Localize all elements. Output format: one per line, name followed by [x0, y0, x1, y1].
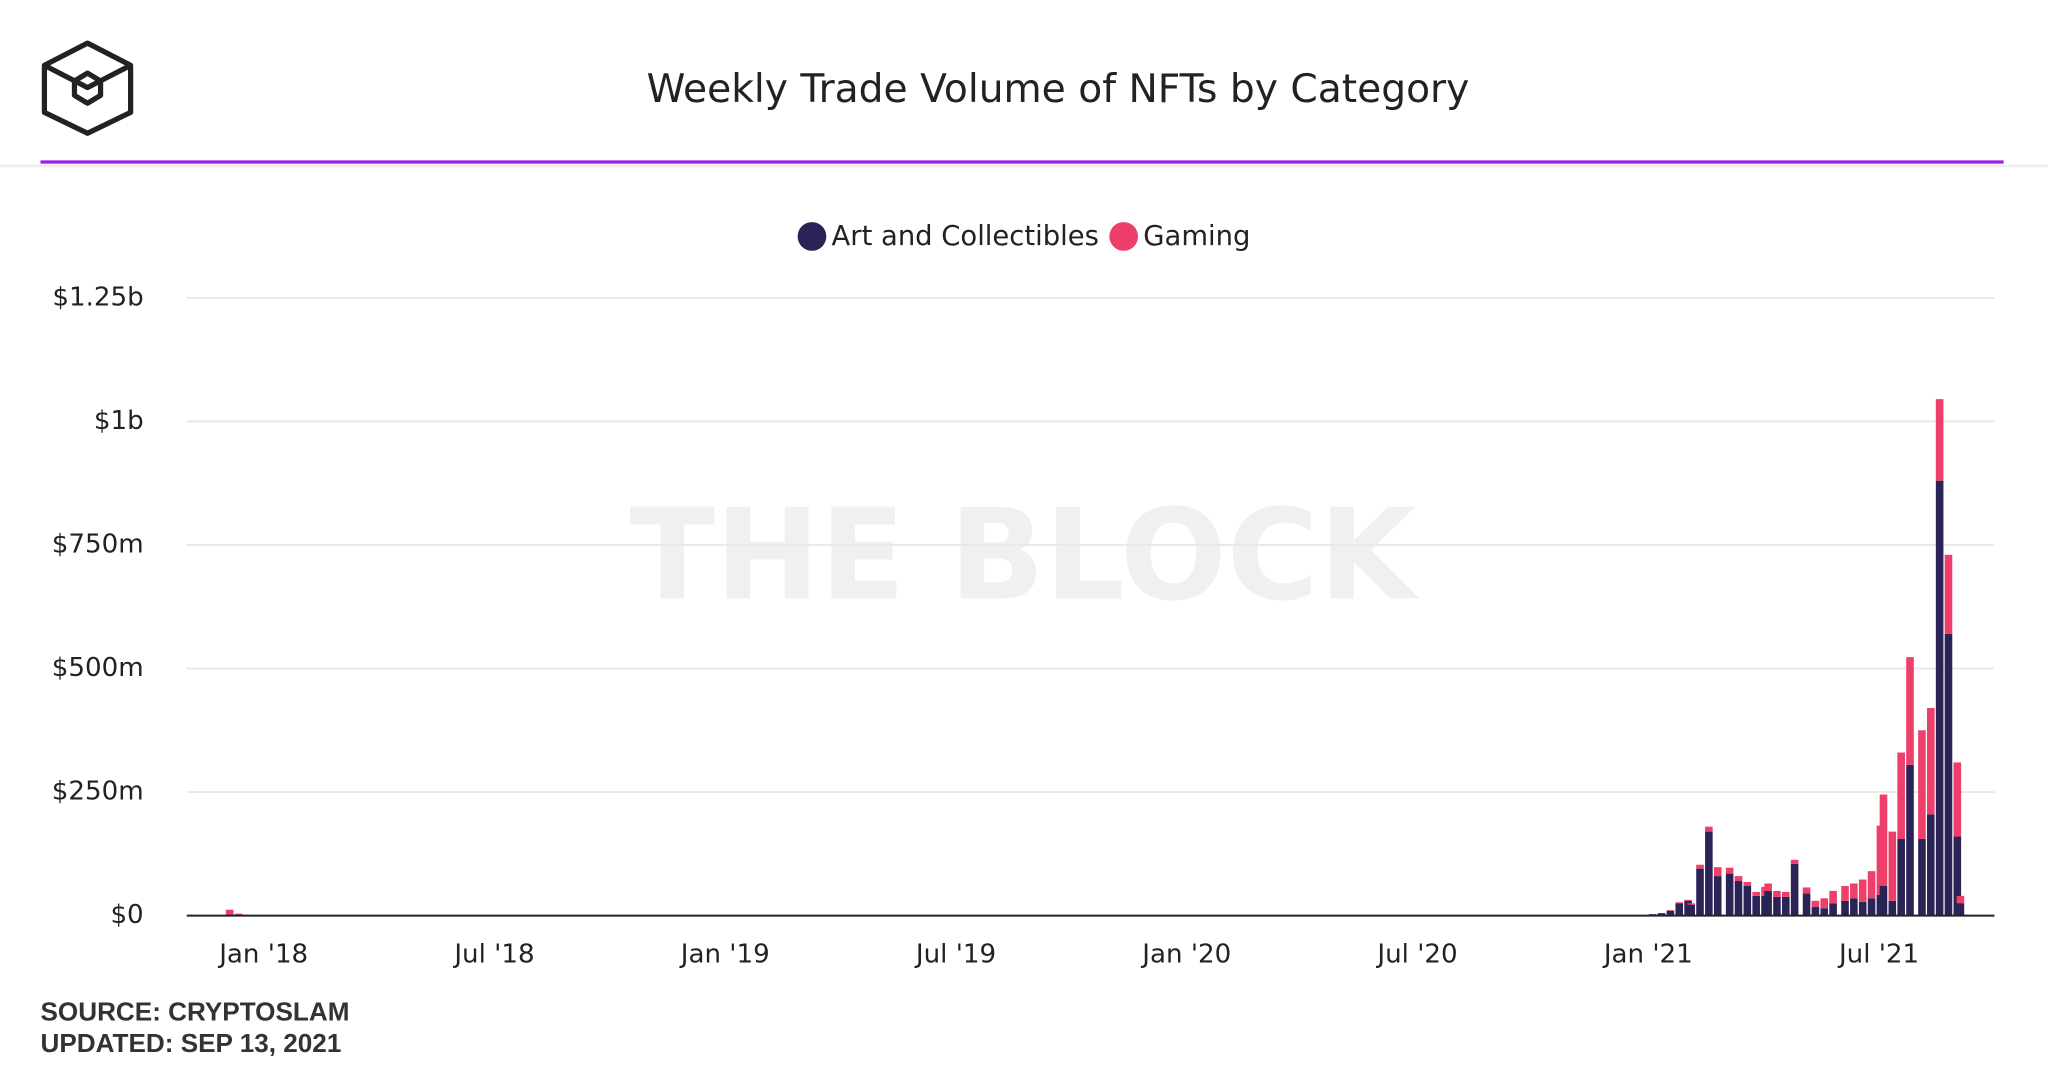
bar-segment — [1657, 913, 1666, 916]
bar-segment — [1687, 903, 1695, 905]
bar-segment — [1743, 882, 1752, 886]
bar-segment — [1675, 903, 1684, 916]
x-tick-label: Jul '19 — [914, 939, 996, 969]
bar-segment — [1675, 902, 1684, 904]
y-tick-label: $0 — [110, 900, 143, 930]
legend-label[interactable]: Gaming — [1143, 221, 1250, 252]
bar-segment — [1696, 868, 1704, 916]
bar-segment — [1906, 657, 1914, 765]
bar-segment — [1790, 859, 1799, 864]
bar-segment — [1687, 904, 1695, 916]
bar-segment — [1802, 893, 1811, 916]
bar-segment — [1944, 633, 1953, 916]
bar-segment — [1829, 890, 1837, 904]
chart-title: Weekly Trade Volume of NFTs by Category — [647, 67, 1470, 112]
x-tick-label: Jul '20 — [1375, 939, 1457, 969]
legend-label[interactable]: Art and Collectibles — [832, 221, 1099, 252]
bar-segment — [1850, 883, 1858, 899]
y-tick-label: $1b — [94, 406, 144, 436]
bar-segment — [1713, 867, 1722, 877]
bar-segment — [1705, 826, 1713, 832]
bar-segment — [1867, 871, 1876, 899]
bar-segment — [1953, 836, 1962, 916]
legend-marker — [1109, 222, 1139, 251]
bar-segment — [1879, 885, 1888, 916]
bar-segment — [1858, 879, 1867, 902]
bar-segment — [1743, 885, 1752, 916]
bar-segment — [1705, 831, 1713, 916]
bar-segment — [1841, 885, 1849, 901]
bar-segment — [1725, 867, 1734, 874]
legend-marker — [797, 222, 827, 251]
bar-segment — [1897, 752, 1905, 840]
bar-segment — [1781, 896, 1790, 916]
bar-segment — [1888, 831, 1897, 901]
x-tick-label: Jan '19 — [679, 939, 770, 969]
bar-segment — [1906, 764, 1914, 916]
x-tick-label: Jan '20 — [1140, 939, 1231, 969]
bar-segment — [1725, 873, 1734, 916]
bar-segment — [1734, 881, 1743, 916]
bar-segment — [1956, 895, 1965, 904]
bar-segment — [1820, 898, 1829, 909]
bar-segment — [1944, 554, 1953, 634]
bar-segment — [1773, 896, 1781, 916]
bar-segment — [1764, 883, 1772, 891]
bar-segment — [1829, 903, 1837, 916]
bar-segment — [1764, 890, 1772, 916]
bar-segment — [1734, 876, 1743, 882]
y-tick-label: $1.25b — [52, 282, 143, 312]
bar-segment — [1666, 910, 1675, 916]
x-tick-label: Jul '18 — [452, 939, 534, 969]
bar-segment — [1956, 903, 1965, 916]
bar-segment — [1867, 898, 1876, 916]
source-note: SOURCE: CRYPTOSLAM — [40, 996, 349, 1026]
bar-segment — [1684, 899, 1692, 901]
bar-segment — [1841, 900, 1849, 916]
bar-segment — [1953, 762, 1962, 837]
logo — [41, 40, 134, 136]
y-tick-label: $250m — [52, 777, 144, 807]
bar-segment — [234, 913, 243, 916]
bar-segment — [1820, 908, 1829, 916]
bar-segment — [1879, 794, 1888, 886]
bar-segment — [1888, 900, 1897, 916]
bar-segment — [1790, 863, 1799, 916]
y-tick-label: $750m — [52, 529, 144, 559]
bar-segment — [1752, 891, 1760, 896]
bar-segment — [1858, 901, 1867, 916]
x-tick-label: Jul '21 — [1837, 939, 1919, 969]
updated-note: UPDATED: SEP 13, 2021 — [40, 1028, 341, 1058]
bar-segment — [1811, 906, 1820, 916]
bar-segment — [1918, 730, 1926, 840]
bar-segment — [1696, 864, 1704, 869]
bar-segment — [1935, 480, 1944, 916]
y-tick-label: $500m — [52, 653, 144, 683]
bar-segment — [1752, 895, 1760, 916]
bar-segment — [1926, 814, 1935, 916]
bar-segment — [1773, 890, 1781, 897]
bar-segment — [1850, 898, 1858, 916]
bar-segment — [1811, 900, 1820, 907]
bar-segment — [1802, 887, 1811, 894]
bar-segment — [1897, 839, 1905, 916]
bar-segment — [1781, 891, 1790, 897]
bar-segment — [1713, 876, 1722, 916]
bar-segment — [225, 909, 234, 915]
x-tick-label: Jan '21 — [1602, 939, 1693, 969]
bar-segment — [1918, 839, 1926, 916]
x-tick-label: Jan '18 — [217, 939, 308, 969]
bar-segment — [1935, 399, 1944, 481]
bar-segment — [1926, 708, 1935, 815]
watermark: THE BLOCK — [629, 482, 1419, 628]
